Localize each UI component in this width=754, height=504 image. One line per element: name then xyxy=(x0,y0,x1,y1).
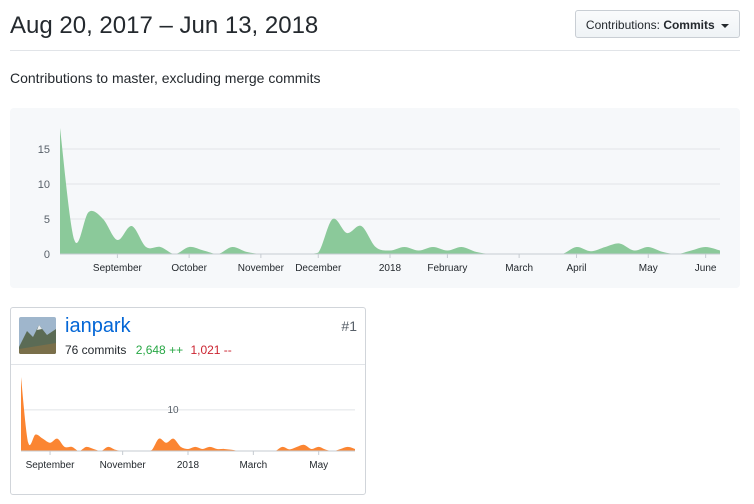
contributor-chart-svg: 10 September November 2018 March May xyxy=(21,377,355,471)
commit-count: 76 commits xyxy=(65,343,127,357)
x-tick-label: March xyxy=(505,263,533,274)
x-tick-label: 2018 xyxy=(379,263,402,274)
contributions-dropdown[interactable]: Contributions: Commits xyxy=(574,10,740,38)
series-area xyxy=(60,128,720,254)
additions-count: 2,648 ++ xyxy=(135,343,184,357)
chart-subtitle: Contributions to master, excluding merge… xyxy=(10,70,321,86)
series-area xyxy=(21,377,355,451)
y-tick-label: 10 xyxy=(167,405,179,416)
x-tick-label: November xyxy=(238,263,285,274)
x-tick-label: May xyxy=(309,460,328,471)
caret-down-icon xyxy=(721,23,729,28)
contributions-chart: 0 5 10 15 September October November December 20… xyxy=(10,108,740,288)
contributor-rank: #1 xyxy=(341,318,357,334)
y-tick-label: 10 xyxy=(38,179,50,191)
contributor-card: ianpark 76 commits 2,648 ++ 1,021 -- #1 … xyxy=(10,307,366,495)
contributor-chart: 10 September November 2018 March May xyxy=(11,365,365,500)
contributor-stats: 76 commits 2,648 ++ 1,021 -- xyxy=(65,343,232,357)
dropdown-value: Commits xyxy=(663,18,715,32)
dropdown-prefix: Contributions: xyxy=(585,18,660,32)
page-header: Aug 20, 2017 – Jun 13, 2018 Contribution… xyxy=(10,8,740,51)
deletions-count: 1,021 -- xyxy=(190,343,232,357)
y-tick-label: 5 xyxy=(44,214,50,226)
x-tick-label: November xyxy=(100,460,147,471)
x-tick-label: September xyxy=(26,460,76,471)
avatar[interactable] xyxy=(19,317,56,354)
contributor-header: ianpark 76 commits 2,648 ++ 1,021 -- #1 xyxy=(11,308,365,365)
x-tick-label: March xyxy=(239,460,267,471)
x-tick-label: December xyxy=(295,263,342,274)
x-tick-label: April xyxy=(567,263,587,274)
x-tick-label: May xyxy=(639,263,658,274)
date-range-title: Aug 20, 2017 – Jun 13, 2018 xyxy=(10,12,319,39)
y-tick-label: 15 xyxy=(38,144,50,156)
x-tick-label: September xyxy=(93,263,143,274)
x-tick-label: June xyxy=(695,263,717,274)
x-tick-label: 2018 xyxy=(177,460,200,471)
contributor-username-link[interactable]: ianpark xyxy=(65,315,131,337)
x-tick-label: October xyxy=(171,263,207,274)
x-tick-label: February xyxy=(427,263,467,274)
y-tick-label: 0 xyxy=(44,249,50,261)
contributions-chart-svg: 0 5 10 15 September October November December 20… xyxy=(38,128,720,274)
